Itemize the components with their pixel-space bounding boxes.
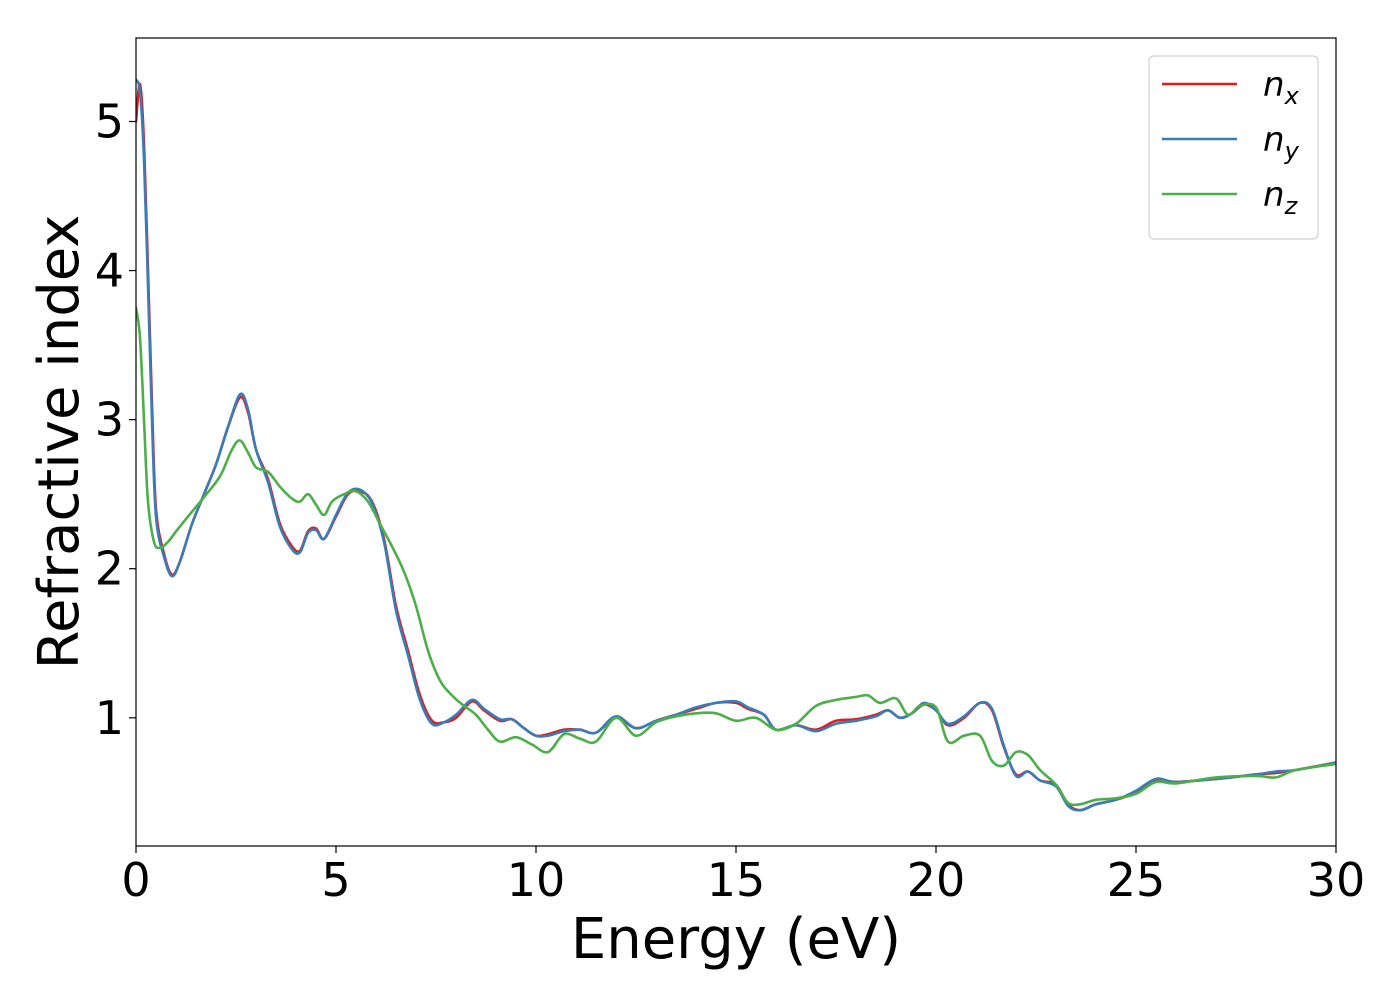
y-axis-ticks: 1 2 3 4 5 — [95, 94, 136, 745]
x-tick-label: 20 — [907, 853, 966, 907]
series-line-z — [136, 306, 1336, 807]
y-tick-label: 3 — [95, 393, 124, 447]
y-axis-title: Refractive index — [27, 215, 92, 670]
series-line-y — [136, 78, 1336, 812]
x-tick-label: 5 — [321, 853, 350, 907]
x-tick-label: 0 — [121, 853, 150, 907]
legend-label-y: ny — [1263, 120, 1300, 165]
y-tick-label: 5 — [95, 94, 124, 148]
legend-label-z: nz — [1263, 175, 1299, 220]
y-tick-label: 2 — [95, 542, 124, 596]
series-layer — [136, 78, 1336, 812]
legend-label-x: nx — [1263, 65, 1300, 110]
x-tick-label: 15 — [707, 853, 766, 907]
x-tick-label: 25 — [1107, 853, 1166, 907]
x-axis-title: Energy (eV) — [571, 907, 901, 972]
x-axis-ticks: 0 5 10 15 20 25 30 — [121, 846, 1365, 907]
y-tick-label: 1 — [95, 691, 124, 745]
x-tick-label: 10 — [507, 853, 566, 907]
y-tick-label: 4 — [95, 244, 124, 298]
legend: nx ny nz — [1148, 55, 1319, 240]
x-tick-label: 30 — [1307, 853, 1366, 907]
